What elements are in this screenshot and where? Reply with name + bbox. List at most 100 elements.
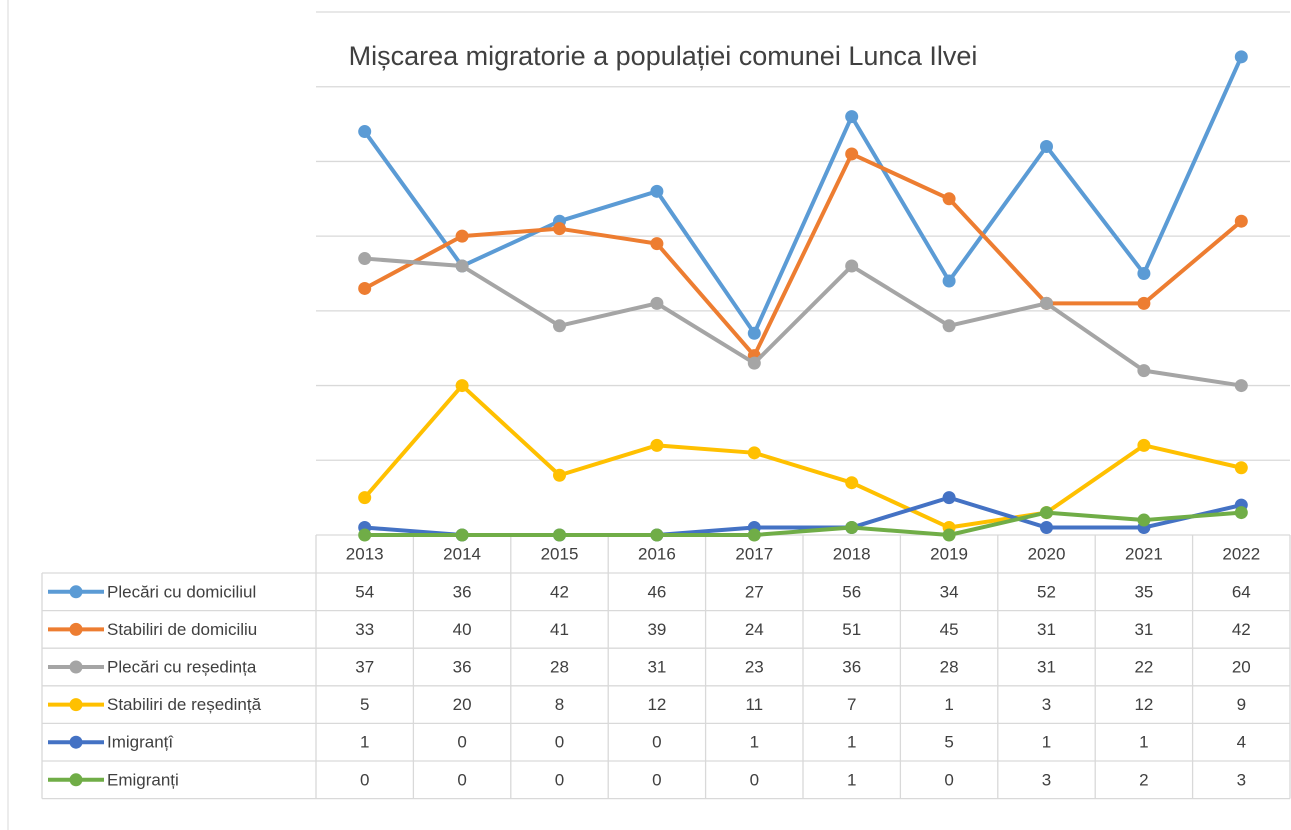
point (747, 356, 761, 370)
point (1137, 296, 1151, 310)
series-line (364, 256, 1242, 388)
point (455, 528, 469, 542)
point (845, 147, 859, 161)
point (650, 296, 664, 310)
legend-swatch-marker (69, 773, 83, 787)
legend-swatch-marker (69, 735, 83, 749)
table-value: 5 (944, 733, 953, 752)
chart-title: Mișcarea migratorie a populației comunei… (349, 41, 978, 71)
table-value: 0 (652, 733, 661, 752)
legend-swatch-marker (69, 660, 83, 674)
table-value: 9 (1237, 695, 1246, 714)
point (1137, 438, 1151, 452)
point (942, 528, 956, 542)
point (358, 125, 372, 139)
table-value: 41 (550, 620, 569, 639)
point (358, 528, 372, 542)
point (1137, 267, 1151, 280)
point (358, 281, 372, 295)
table-value: 1 (847, 733, 856, 752)
table-value: 24 (745, 620, 764, 639)
x-tick-label: 2017 (735, 544, 773, 563)
point (845, 259, 859, 273)
table-value: 36 (453, 582, 472, 601)
point (942, 491, 956, 505)
point (358, 491, 372, 505)
table-value: 0 (457, 770, 466, 789)
table-value: 1 (750, 733, 759, 752)
point (455, 229, 469, 243)
legend-swatch-marker (69, 622, 83, 636)
point (1040, 521, 1053, 535)
point (1234, 379, 1248, 393)
point (455, 379, 469, 393)
table-value: 20 (1232, 657, 1251, 676)
table-value: 22 (1134, 657, 1153, 676)
point (1040, 296, 1053, 310)
point (1137, 513, 1151, 527)
legend-label: Imigranțî (107, 733, 174, 752)
point (1040, 139, 1053, 153)
chart-frame (7, 0, 9, 830)
table-value: 40 (453, 620, 472, 639)
legend-label: Stabiliri de reședință (107, 695, 262, 714)
point (942, 274, 956, 288)
table-value: 12 (1134, 695, 1153, 714)
table-value: 54 (355, 582, 374, 601)
point (650, 438, 664, 452)
point (747, 446, 761, 460)
legend-swatch-marker (69, 585, 83, 599)
point (553, 468, 566, 482)
table-value: 36 (842, 657, 861, 676)
table-value: 0 (944, 770, 953, 789)
table-value: 46 (647, 582, 666, 601)
x-tick-label: 2022 (1222, 544, 1260, 563)
x-tick-label: 2019 (930, 544, 968, 563)
table-value: 12 (647, 695, 666, 714)
point (650, 184, 664, 198)
table-value: 33 (355, 620, 374, 639)
point (650, 237, 664, 251)
point (845, 476, 859, 490)
table-value: 23 (745, 657, 764, 676)
legend-label: Plecări cu domiciliul (107, 582, 256, 601)
x-tick-label: 2021 (1125, 544, 1163, 563)
x-tick-label: 2015 (541, 544, 579, 563)
x-tick-label: 2016 (638, 544, 676, 563)
x-tick-label: 2020 (1028, 544, 1066, 563)
table-value: 1 (944, 695, 953, 714)
table-value: 31 (647, 657, 666, 676)
table-value: 28 (940, 657, 959, 676)
point (1234, 506, 1248, 520)
point (942, 192, 956, 206)
table-value: 45 (940, 620, 959, 639)
table-value: 52 (1037, 582, 1056, 601)
table-value: 0 (555, 770, 564, 789)
table-value: 7 (847, 695, 856, 714)
legend-label: Stabiliri de domiciliu (107, 620, 257, 639)
point (553, 528, 566, 542)
table-value: 4 (1237, 733, 1246, 752)
point (553, 222, 566, 236)
table-value: 0 (750, 770, 759, 789)
table-value: 5 (360, 695, 369, 714)
x-tick-label: 2014 (443, 544, 481, 563)
legend-label: Emigranți (107, 770, 179, 789)
table-value: 36 (453, 657, 472, 676)
point (1137, 364, 1151, 378)
table-value: 1 (1042, 733, 1051, 752)
point (1234, 50, 1248, 64)
table-value: 64 (1232, 582, 1251, 601)
table-value: 31 (1037, 657, 1056, 676)
table-value: 1 (847, 770, 856, 789)
table-value: 0 (555, 733, 564, 752)
x-tick-label: 2018 (833, 544, 871, 563)
table-value: 34 (940, 582, 959, 601)
point (358, 252, 372, 266)
point (1234, 461, 1248, 475)
table-value: 35 (1134, 582, 1153, 601)
table-value: 42 (1232, 620, 1251, 639)
table-value: 56 (842, 582, 861, 601)
table-value: 8 (555, 695, 564, 714)
